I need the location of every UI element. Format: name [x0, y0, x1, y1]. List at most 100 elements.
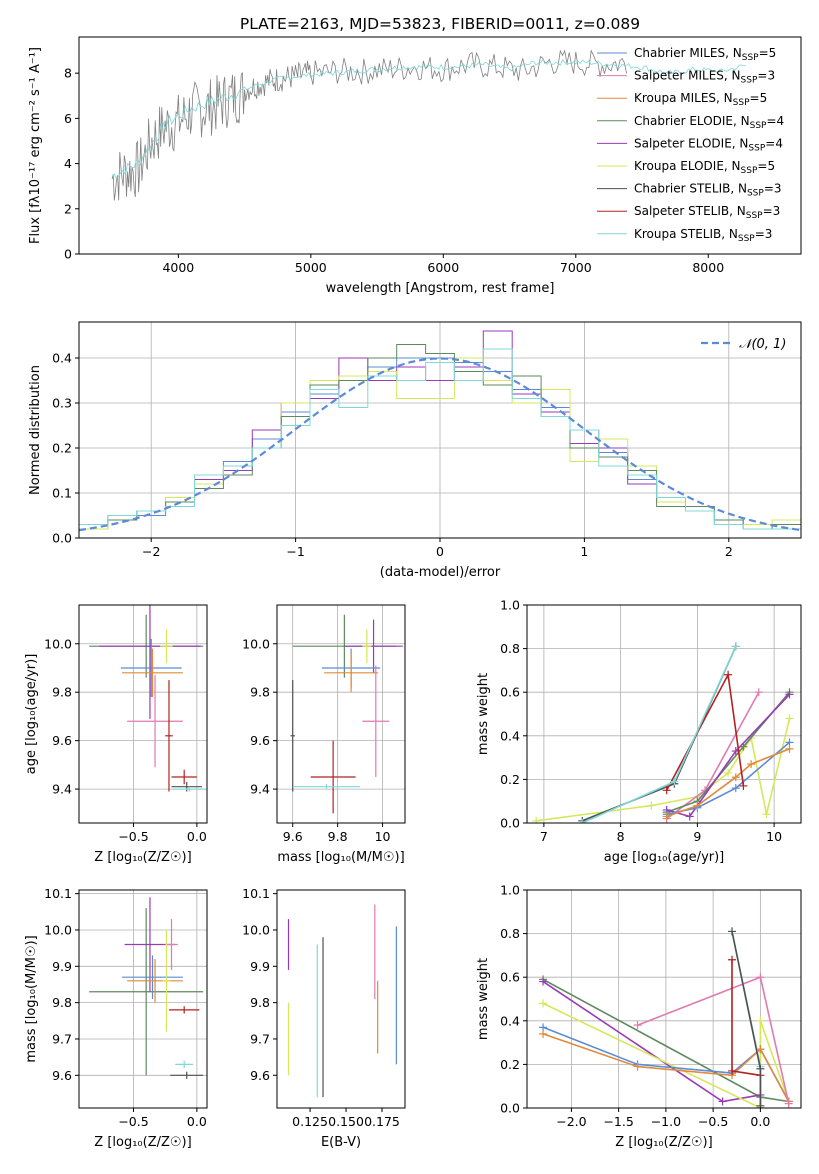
y-tick-label: 0.2: [52, 441, 72, 456]
series-marker: [756, 1045, 765, 1054]
axes-frame: [276, 889, 406, 1109]
x-axis-label: Z [log₁₀(Z/Z☉)]: [615, 1135, 712, 1150]
plot-area: [111, 49, 746, 201]
axes-frame: [78, 604, 208, 824]
legend-entry: 𝒩(0, 1): [739, 337, 786, 352]
errorbar-point: [162, 929, 171, 1032]
grid-lines: [79, 890, 207, 1108]
series-marker: [784, 1099, 793, 1108]
y-tick-label: 10.0: [242, 922, 270, 937]
x-tick-label: −1.0: [651, 1114, 681, 1129]
x-tick-label: 9: [693, 829, 701, 844]
series-marker: [728, 927, 737, 936]
y-tick-label: 0.2: [500, 1057, 520, 1072]
series-marker: [724, 670, 733, 679]
y-tick-label: 10.1: [44, 886, 72, 901]
x-tick-label: −1.5: [603, 1114, 633, 1129]
series-marker: [756, 1016, 765, 1025]
y-tick-label: 0.0: [500, 816, 520, 831]
x-tick-label: −2: [142, 544, 160, 559]
errorbar-point: [122, 955, 183, 999]
y-tick-label: 1.0: [500, 883, 520, 898]
errorbar-point: [171, 769, 197, 785]
histogram-step: [79, 348, 801, 530]
series-line: [731, 931, 762, 1108]
series-marker: [731, 642, 740, 651]
x-tick-label: 5000: [295, 260, 327, 275]
series-marker: [739, 781, 748, 790]
panel-mass-vs-Z: −0.5 0.0 9.6 9.7 9.8 9.9 10.0 10.1 Z [log₁₀(Z/Z☉…: [24, 886, 208, 1150]
series-marker: [693, 801, 702, 810]
errorbar-point: [160, 629, 173, 664]
x-tick-label: 2: [725, 544, 733, 559]
x-tick-label: 9.6: [283, 829, 303, 844]
series-marker: [785, 690, 794, 699]
y-tick-label: 9.6: [52, 733, 72, 748]
x-tick-label: 7000: [560, 260, 592, 275]
legend-entry: Salpeter ELODIE, NSSP=4: [634, 136, 783, 153]
y-tick-label: 9.8: [250, 995, 270, 1010]
series-marker: [647, 801, 656, 810]
y-tick-label: 0.0: [500, 1101, 520, 1116]
x-tick-label: 10: [375, 829, 391, 844]
y-axis-label: Normed distribution: [28, 365, 43, 495]
series-marker: [754, 688, 763, 697]
legend: Chabrier MILES, NSSP=5 Salpeter MILES, NS…: [597, 46, 784, 244]
x-tick-label: 0.0: [750, 1114, 770, 1129]
x-axis-label: Z [log₁₀(Z/Z☉)]: [94, 850, 191, 865]
legend-entry: Chabrier MILES, NSSP=5: [634, 46, 776, 63]
x-tick-label: 8: [617, 829, 625, 844]
y-axis-label: mass [log₁₀(M/M☉)]: [24, 935, 39, 1062]
x-tick-label: 6000: [427, 260, 459, 275]
series-marker: [785, 744, 794, 753]
errorbar-point: [127, 675, 183, 768]
x-tick-label: −0.5: [698, 1114, 728, 1129]
series-marker: [756, 1101, 765, 1108]
series-marker: [662, 812, 671, 821]
y-tick-label: 9.6: [52, 1068, 72, 1083]
y-tick-label: 9.9: [52, 959, 72, 974]
y-tick-label: 10.1: [242, 886, 270, 901]
x-axis-label: age [log₁₀(age/yr)]: [604, 850, 725, 865]
legend-entry: Salpeter MILES, NSSP=3: [634, 69, 775, 86]
y-tick-label: 9.6: [250, 1068, 270, 1083]
y-tick-label: 10.0: [44, 922, 72, 937]
errorbar-point: [290, 680, 295, 792]
plot-area: [539, 927, 793, 1108]
series-line: [542, 980, 761, 1103]
y-tick-label: 0: [64, 247, 72, 262]
series-marker: [633, 1021, 642, 1030]
y-tick-label: 2: [64, 201, 72, 216]
axes-frame: [78, 36, 802, 255]
y-tick-label: 0.4: [52, 351, 72, 366]
errorbar-point: [165, 919, 178, 970]
errorbar-point: [362, 665, 390, 777]
y-tick-label: 0.1: [52, 486, 72, 501]
x-tick-label: −0.5: [118, 1114, 148, 1129]
errorbar-point: [172, 786, 206, 792]
panel-age-vs-Z: −0.5 0.0 9.4 9.6 9.8 10.0 Z [log₁₀(Z/Z☉)] age […: [24, 604, 208, 865]
panel-residual-hist: −2 −1 0 1 2 0.0 0.1 0.2 0.3 0.4 (data-model)/error…: [28, 321, 802, 580]
axes-frame: [526, 604, 802, 824]
errorbar-point: [324, 653, 379, 693]
series-line: [581, 646, 737, 823]
series-marker: [685, 812, 694, 821]
series-marker: [785, 714, 794, 723]
y-tick-label: 0.0: [52, 531, 72, 546]
series-marker: [756, 973, 765, 982]
x-tick-label: 0: [436, 544, 444, 559]
y-tick-label: 0.3: [52, 396, 72, 411]
errorbar-point: [362, 629, 372, 664]
x-tick-label: 8000: [692, 260, 724, 275]
y-tick-label: 0.2: [500, 772, 520, 787]
panel-weight-vs-Z: −2.0 −1.5 −1.0 −0.5 0.0 0.0 0.2 0.4 0.6 0.8 1.0 Z […: [476, 883, 802, 1150]
legend-entry: Salpeter STELIB, NSSP=3: [634, 204, 780, 221]
errorbar-point: [344, 619, 403, 673]
legend: 𝒩(0, 1): [701, 337, 786, 352]
legend-entry: Kroupa MILES, NSSP=5: [634, 91, 767, 108]
series-marker: [747, 760, 756, 769]
errorbar-point: [122, 648, 183, 698]
y-tick-label: 4: [64, 156, 72, 171]
errorbar-point: [89, 908, 204, 1076]
